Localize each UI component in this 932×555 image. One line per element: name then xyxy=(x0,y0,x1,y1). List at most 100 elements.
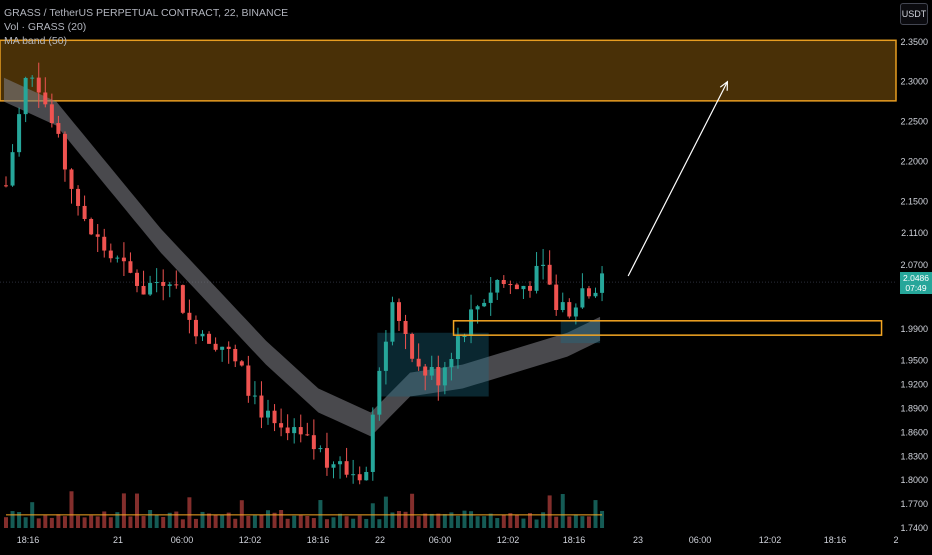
last-price-tag: 2.0486 07:49 xyxy=(900,272,932,295)
y-tick-label: 2.2000 xyxy=(900,156,928,166)
volume-bar xyxy=(338,513,343,528)
x-tick-label: 12:02 xyxy=(239,535,262,545)
volume-bar xyxy=(266,510,270,528)
support-zone xyxy=(452,320,883,336)
volume-bar xyxy=(220,515,225,528)
volume-bar xyxy=(226,512,231,528)
candle-body xyxy=(108,250,113,259)
volume-bar xyxy=(108,517,113,528)
candle-body xyxy=(377,370,382,415)
y-tick-label: 1.8300 xyxy=(900,451,928,461)
volume-bar xyxy=(246,515,251,528)
volume-bar xyxy=(213,514,218,528)
y-tick-label: 1.8900 xyxy=(900,403,928,413)
candle-body xyxy=(586,288,591,297)
y-tick-label: 2.3000 xyxy=(900,77,928,87)
x-tick-label: 12:02 xyxy=(497,535,520,545)
volume-bar xyxy=(305,515,310,528)
candle-body xyxy=(390,302,395,342)
volume-bar xyxy=(351,518,356,528)
volume-bar xyxy=(115,512,120,528)
candle-body xyxy=(560,302,565,311)
volume-bar xyxy=(475,516,480,528)
y-tick-label: 1.7700 xyxy=(900,499,928,509)
candle-body xyxy=(534,265,539,291)
x-tick-label: 18:16 xyxy=(563,535,586,545)
candle-body xyxy=(311,435,316,450)
volume-bar xyxy=(403,511,408,528)
volume-bar xyxy=(370,503,375,528)
volume-bar xyxy=(528,513,532,528)
candle-body xyxy=(30,77,35,79)
last-price-countdown: 07:49 xyxy=(905,283,927,294)
y-tick-label: 2.1100 xyxy=(901,228,928,238)
candle-body xyxy=(141,285,146,295)
candle-body xyxy=(43,92,48,105)
currency-button[interactable]: USDT xyxy=(900,3,928,25)
candle-body xyxy=(161,282,166,286)
candle-body xyxy=(17,114,22,153)
candle-body xyxy=(89,218,94,235)
candle-body xyxy=(4,185,8,187)
volume-bar xyxy=(541,512,546,528)
candle-body xyxy=(495,279,500,293)
resistance-zone xyxy=(0,39,897,102)
candle-body xyxy=(580,288,585,308)
volume-bar xyxy=(279,510,284,528)
candle-body xyxy=(482,302,487,307)
volume-bar xyxy=(207,513,212,528)
candle-body xyxy=(475,306,480,310)
volume-bar xyxy=(573,514,578,528)
candle-body xyxy=(423,366,428,376)
volume-bar xyxy=(239,500,244,528)
candle-body xyxy=(102,236,107,251)
volume-bar xyxy=(377,519,382,528)
candle-body xyxy=(514,284,519,290)
volume-bar xyxy=(318,500,323,528)
candle-body xyxy=(246,365,251,396)
target-arrow-head xyxy=(719,80,729,91)
candle-body xyxy=(541,264,546,266)
y-tick-label: 2.1500 xyxy=(900,196,928,206)
volume-bar xyxy=(187,497,192,528)
candle-body xyxy=(462,335,467,337)
candle-body xyxy=(174,284,179,286)
volume-bar xyxy=(10,511,15,528)
candle-body xyxy=(344,461,349,475)
candle-body xyxy=(233,348,238,362)
candle-body xyxy=(213,343,218,350)
candle-body xyxy=(193,319,198,337)
y-tick-label: 1.8000 xyxy=(900,475,928,485)
candle-body xyxy=(36,77,41,93)
volume-bar xyxy=(567,516,572,528)
candle-body xyxy=(167,284,172,286)
volume-bar xyxy=(292,515,297,528)
x-tick-label: 06:00 xyxy=(429,535,452,545)
volume-bar xyxy=(449,512,454,528)
candle-body xyxy=(469,309,474,336)
candle-body xyxy=(449,359,454,368)
volume-bar xyxy=(95,516,100,528)
candle-body xyxy=(383,341,388,371)
volume-bar xyxy=(17,512,22,528)
candle-body xyxy=(148,282,153,295)
volume-bar xyxy=(36,518,41,528)
candle-body xyxy=(82,205,87,219)
candle-body xyxy=(259,395,264,418)
y-tick-label: 2.3500 xyxy=(900,37,928,47)
candle-body xyxy=(338,461,343,465)
volume-bar xyxy=(560,494,565,528)
volume-bar xyxy=(554,516,559,528)
candle-body xyxy=(397,302,401,321)
x-tick-label: 23 xyxy=(633,535,643,545)
volume-bar xyxy=(272,512,277,528)
ma-band xyxy=(4,77,601,437)
volume-bar xyxy=(331,517,336,528)
volume-bar xyxy=(416,516,421,528)
volume-bar xyxy=(141,516,146,528)
candle-body xyxy=(239,361,244,366)
candle-body xyxy=(331,464,336,468)
volume-bar xyxy=(397,510,401,528)
